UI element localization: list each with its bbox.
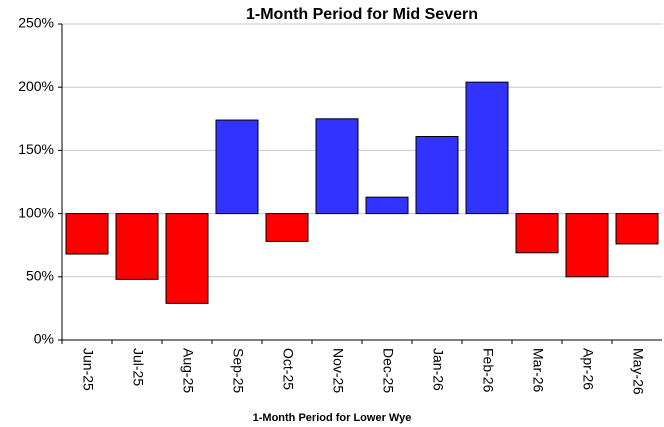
- bar: [365, 196, 409, 215]
- bar: [415, 135, 459, 215]
- bar: [115, 213, 159, 280]
- y-tick-label: 50%: [26, 268, 54, 284]
- y-tick-label: 0%: [34, 331, 54, 347]
- bar: [65, 213, 109, 255]
- x-tick-label: Feb-26: [480, 348, 496, 393]
- x-tick-label: May-26: [630, 348, 646, 395]
- bar: [165, 213, 209, 304]
- x-axis-title: 1-Month Period for Lower Wye: [253, 412, 412, 424]
- x-tick-label: Jun-25: [80, 348, 96, 391]
- x-tick-label: Jan-26: [430, 348, 446, 391]
- x-tick-label: Jul-25: [130, 348, 146, 386]
- bar: [265, 213, 309, 242]
- x-tick-label: Mar-26: [530, 348, 546, 393]
- x-tick-label: Oct-25: [280, 348, 296, 390]
- chart-title: 1-Month Period for Mid Severn: [246, 6, 478, 23]
- bar: [515, 213, 559, 254]
- x-tick-label: Aug-25: [180, 348, 196, 393]
- x-tick-label: Sep-25: [230, 348, 246, 393]
- y-tick-label: 200%: [18, 78, 54, 94]
- bar: [315, 118, 359, 215]
- bar: [465, 81, 509, 215]
- y-tick-label: 150%: [18, 141, 54, 157]
- bar: [565, 213, 609, 278]
- x-tick-label: Apr-26: [580, 348, 596, 390]
- x-tick-label: Nov-25: [330, 348, 346, 393]
- bar: [615, 213, 659, 245]
- x-tick-label: Dec-25: [380, 348, 396, 393]
- y-tick-label: 250%: [18, 15, 54, 31]
- y-tick-label: 100%: [18, 204, 54, 220]
- bar: [215, 119, 259, 215]
